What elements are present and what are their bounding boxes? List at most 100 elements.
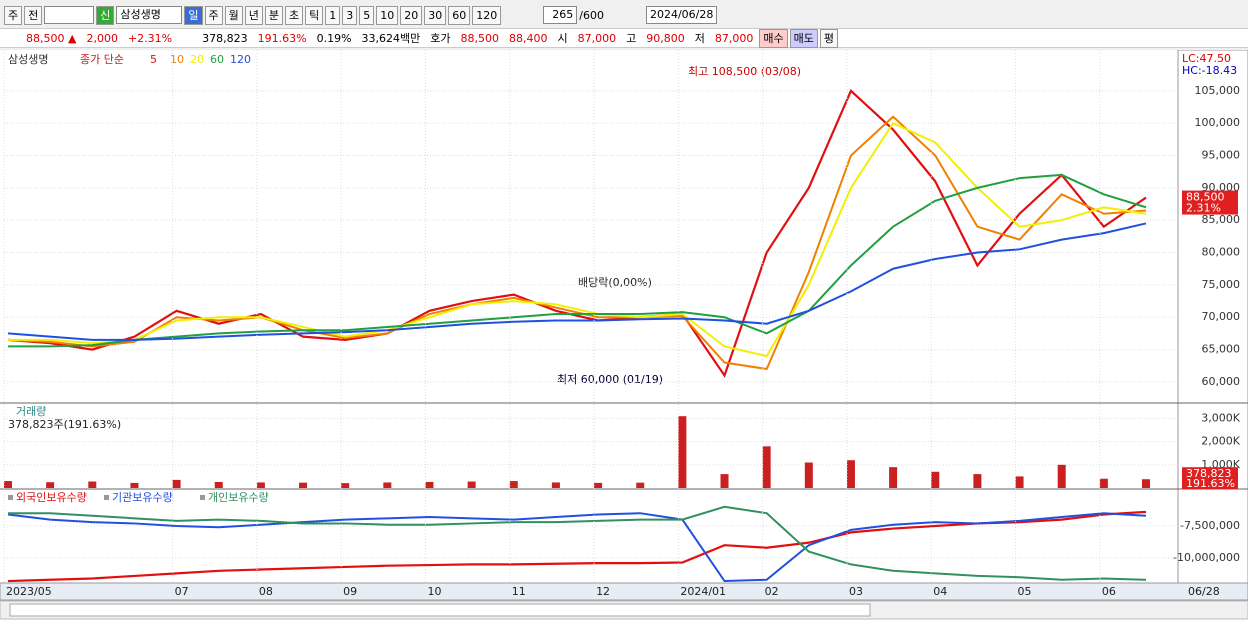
rate: +2.31% — [127, 31, 173, 45]
volume-bar — [4, 481, 12, 488]
btn[interactable]: 월 — [224, 5, 243, 25]
series-line — [8, 505, 1147, 581]
x-tick-label: 05 — [1018, 585, 1032, 598]
y-tick-label: 105,000 — [1195, 84, 1241, 97]
x-tick-label: 2023/05 — [6, 585, 52, 598]
btn[interactable]: 전 — [24, 5, 43, 25]
y-tick-label: 70,000 — [1202, 310, 1241, 323]
volume-bar — [46, 482, 55, 488]
volume-bar — [551, 482, 560, 488]
volume-bar — [678, 416, 687, 488]
series-line — [8, 173, 1147, 348]
change: 2,000 — [86, 31, 118, 45]
y-tick-label: 75,000 — [1202, 278, 1241, 291]
volume-bar — [636, 482, 645, 488]
date-input[interactable]: 2024/06/28 — [645, 6, 718, 24]
btn[interactable]: 주 — [204, 5, 223, 25]
y-tick-label: 2,000K — [1201, 435, 1240, 448]
legend-item: 개인보유수량 — [208, 491, 269, 504]
legend-swatch — [104, 495, 109, 500]
volume-bar — [889, 467, 898, 488]
vol-rate: 191.63% — [257, 31, 307, 45]
x-tick-label: 02 — [765, 585, 779, 598]
volume-bar — [341, 483, 350, 488]
series-line — [8, 121, 1147, 358]
legend-name: 삼성생명 — [8, 53, 48, 66]
code-input[interactable]: 032830 — [44, 6, 95, 24]
scroll-thumb[interactable] — [9, 603, 871, 617]
legend-item: 5 — [150, 53, 157, 66]
label: 호가 — [430, 32, 451, 45]
last-volume-box — [1182, 467, 1238, 490]
btn[interactable]: 5 — [359, 5, 375, 25]
volume-bar — [256, 482, 265, 488]
btn[interactable]: 10 — [376, 5, 399, 25]
label: 고 — [626, 32, 637, 45]
sell-btn[interactable]: 매도 — [789, 28, 818, 48]
volume-bar — [973, 474, 982, 488]
hc: HC:-18.43 — [1182, 64, 1237, 77]
last-rate: 2.31% — [1186, 202, 1221, 215]
volume-bar — [804, 462, 813, 488]
volume-bar — [383, 482, 392, 488]
count-input[interactable]: 265 — [543, 6, 578, 24]
btn[interactable]: 분 — [264, 5, 283, 25]
volume-bar — [88, 481, 97, 488]
annotation-high: 최고 108,500 (03/08) — [688, 65, 801, 78]
buy-btn[interactable]: 매수 — [759, 28, 788, 48]
btn[interactable]: 60 — [448, 5, 471, 25]
x-tick-label: 12 — [596, 585, 610, 598]
btn[interactable]: 20 — [400, 5, 423, 25]
annotation-low: 최저 60,000 (01/19) — [557, 373, 663, 386]
x-tick-label: 11 — [512, 585, 526, 598]
legend-item: 외국인보유수량 — [16, 491, 87, 504]
volume-bar — [1099, 478, 1108, 488]
legend-title: 종가 단순 — [80, 53, 124, 66]
low: 87,000 — [714, 31, 754, 45]
legend-swatch — [200, 495, 205, 500]
volume-bar — [931, 471, 940, 488]
btn[interactable]: 주 — [4, 5, 23, 25]
volume-info: 378,823주(191.63%) — [8, 418, 121, 431]
volume-bar — [1015, 476, 1024, 488]
avg-btn[interactable]: 평 — [819, 28, 839, 48]
count-max: /600 — [579, 8, 604, 22]
y-tick-label: 65,000 — [1202, 343, 1241, 356]
btn[interactable]: 3 — [342, 5, 358, 25]
volume-bar — [594, 482, 603, 488]
last-volume-rate: 191.63% — [1186, 477, 1235, 490]
btn[interactable]: 일 — [184, 5, 203, 25]
btn[interactable]: 30 — [424, 5, 447, 25]
x-tick-label: 04 — [933, 585, 947, 598]
x-tick-label: 2024/01 — [680, 585, 726, 598]
legend-item: 60 — [210, 53, 224, 66]
y-tick-label: 100,000 — [1195, 116, 1241, 129]
charts: 삼성생명 종가 단순 LC:47.50 HC:-18.43 최고 108,500… — [0, 50, 1248, 621]
x-tick-label: 03 — [849, 585, 863, 598]
axis-bg — [1177, 50, 1248, 584]
btn[interactable]: 초 — [285, 5, 304, 25]
name-input[interactable]: 삼성생명 — [116, 6, 183, 24]
btn[interactable]: 년 — [244, 5, 263, 25]
btn[interactable]: 120 — [472, 5, 502, 25]
y-tick-label: -7,500,000 — [1180, 519, 1240, 532]
volume-bar — [762, 446, 771, 488]
legend-item: 20 — [190, 53, 204, 66]
badge: 신 — [96, 5, 115, 25]
volume-bar — [1142, 479, 1150, 488]
toolbar: 주 전 032830 신 삼성생명 일 주 월 년 분 초 틱 1 3 5 10… — [0, 4, 1248, 26]
btn[interactable]: 틱 — [305, 5, 324, 25]
last-price: 88,500 — [1186, 191, 1225, 204]
btn[interactable]: 1 — [325, 5, 341, 25]
y-tick-label: -10,000,000 — [1173, 551, 1240, 564]
label: 시 — [557, 32, 568, 45]
legend-swatch — [8, 495, 13, 500]
x-end-label: 06/28 — [1188, 585, 1220, 598]
lc: LC:47.50 — [1182, 52, 1231, 65]
x-tick-label: 09 — [343, 585, 357, 598]
legend-item: 120 — [230, 53, 251, 66]
volume-bar — [299, 482, 308, 488]
volume-bar — [846, 460, 855, 488]
y-tick-label: 85,000 — [1202, 213, 1241, 226]
